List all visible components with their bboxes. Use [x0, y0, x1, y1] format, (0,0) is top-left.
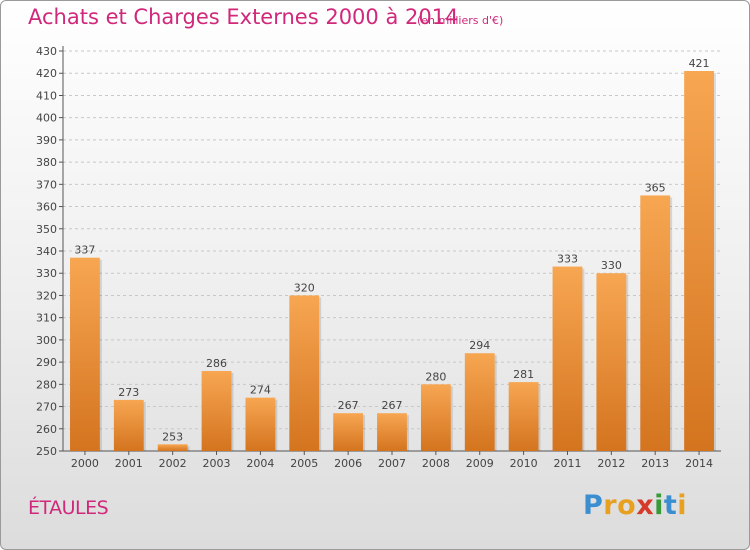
y-tick-label: 260 — [36, 423, 57, 436]
logo-letter: t — [663, 490, 678, 521]
bar-value-labels: 337 273 253 286 274 320 267 267 280 294 281 333 330 3… — [74, 57, 709, 443]
x-tick-label: 2000 — [71, 457, 99, 470]
bar-2008 — [420, 384, 451, 451]
y-tick-label: 420 — [36, 67, 57, 80]
y-tick-label: 430 — [36, 45, 57, 58]
logo-letter: P — [583, 490, 604, 521]
axes: 250 260 270 280 290 300 310 320 330 340 350 360 370 3… — [36, 45, 721, 470]
y-tick-label: 400 — [36, 112, 57, 125]
logo-letter: x — [636, 490, 655, 521]
y-tick-label: 250 — [36, 445, 57, 458]
place-name: ÉTAULES — [28, 497, 109, 519]
y-tick-label: 280 — [36, 378, 57, 391]
bar-2014 — [684, 71, 714, 451]
chart-title: Achats et Charges Externes 2000 à 2014 — [28, 5, 459, 29]
x-tick-label: 2008 — [422, 457, 450, 470]
chart-unit: (en milliers d'€) — [417, 14, 504, 27]
y-tick-label: 290 — [36, 356, 57, 369]
bar-value-label: 267 — [338, 399, 359, 412]
y-tick-label: 410 — [36, 89, 57, 102]
x-tick-label: 2013 — [641, 457, 669, 470]
x-tick-label: 2009 — [466, 457, 494, 470]
proxiti-logo: Proxiti — [583, 490, 687, 521]
bar-2012 — [596, 273, 627, 451]
bar-value-label: 273 — [118, 386, 139, 399]
bar-2006 — [333, 413, 364, 451]
bar-value-label: 280 — [425, 370, 446, 383]
logo-letter: i — [654, 490, 664, 521]
y-tick-label: 370 — [36, 178, 57, 191]
x-tick-label: 2011 — [553, 457, 581, 470]
y-tick-label: 340 — [36, 245, 57, 258]
bars — [70, 71, 716, 451]
x-tick-label: 2012 — [597, 457, 625, 470]
bar-2010 — [508, 382, 539, 451]
y-tick-label: 310 — [36, 312, 57, 325]
y-tick-label: 390 — [36, 134, 57, 147]
bar-2004 — [245, 397, 276, 451]
logo-letter: r — [603, 490, 618, 521]
y-tick-label: 320 — [36, 289, 57, 302]
x-tick-label: 2010 — [510, 457, 538, 470]
x-tick-label: 2001 — [115, 457, 143, 470]
bar-2005 — [289, 295, 320, 451]
logo-letter: i — [677, 490, 688, 521]
y-tick-label: 300 — [36, 334, 57, 347]
bar-value-label: 333 — [557, 253, 578, 266]
bar-2011 — [552, 266, 583, 451]
x-tick-label: 2002 — [159, 457, 187, 470]
bar-value-label: 294 — [469, 339, 490, 352]
x-tick-label: 2005 — [290, 457, 318, 470]
logo-letter: o — [617, 490, 637, 521]
bar-value-label: 253 — [162, 430, 183, 443]
bar-2009 — [464, 353, 495, 451]
bar-2003 — [201, 371, 232, 451]
y-tick-label: 330 — [36, 267, 57, 280]
y-tick-label: 270 — [36, 401, 57, 414]
bar-value-label: 286 — [206, 357, 227, 370]
x-tick-label: 2014 — [685, 457, 713, 470]
bar-2000 — [70, 257, 100, 451]
bar-value-label: 365 — [645, 181, 666, 194]
bar-value-label: 267 — [382, 399, 403, 412]
bar-2001 — [113, 399, 144, 451]
bar-2013 — [640, 195, 671, 451]
y-tick-label: 350 — [36, 223, 57, 236]
bar-value-label: 330 — [601, 259, 622, 272]
y-tick-label: 360 — [36, 201, 57, 214]
bar-2002 — [157, 444, 188, 451]
bar-2007 — [377, 413, 407, 451]
x-tick-label: 2007 — [378, 457, 406, 470]
x-tick-label: 2006 — [334, 457, 362, 470]
x-tick-label: 2003 — [203, 457, 231, 470]
y-tick-label: 380 — [36, 156, 57, 169]
x-tick-label: 2004 — [246, 457, 274, 470]
bar-value-label: 337 — [74, 244, 95, 257]
bar-value-label: 281 — [513, 368, 534, 381]
bar-value-label: 320 — [294, 281, 315, 294]
bar-value-label: 421 — [689, 57, 710, 70]
bar-value-label: 274 — [250, 384, 271, 397]
